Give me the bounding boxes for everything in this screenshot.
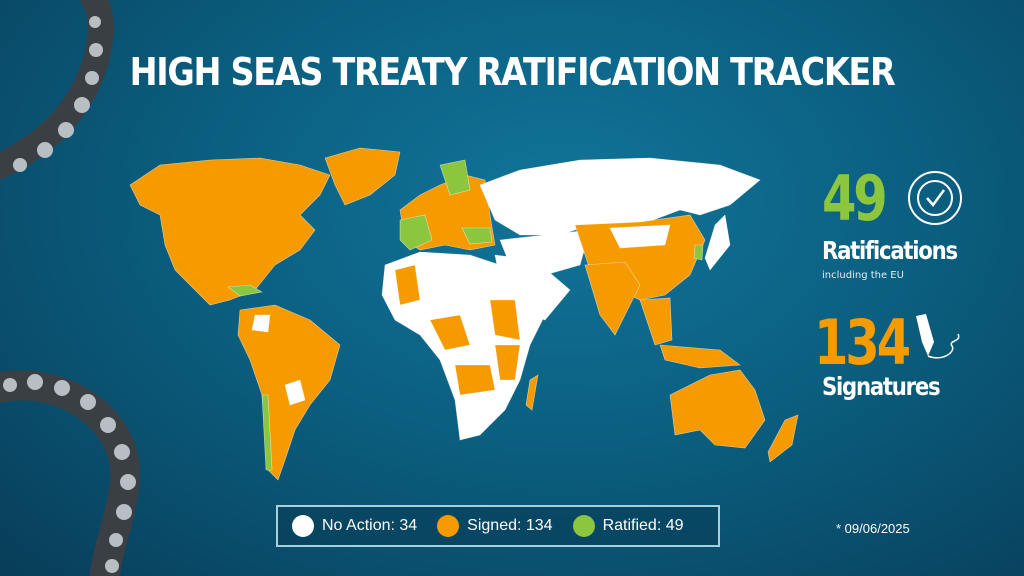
octopus-tentacle-bottom (0, 370, 141, 576)
suckers-top (13, 16, 103, 172)
ratifications-note: including the EU (822, 270, 904, 281)
region-caribbean (227, 284, 263, 297)
region-korea (693, 244, 704, 261)
signatures-count: 134 (814, 306, 911, 379)
map-legend: No Action: 34 Signed: 134 Ratified: 49 (276, 505, 720, 547)
legend-swatch-no-action (292, 515, 314, 537)
region-australia (669, 369, 766, 449)
legend-swatch-signed (437, 515, 460, 537)
legend-label-ratified: Ratified: 49 (602, 517, 684, 534)
fountain-pen-icon (916, 314, 960, 359)
region-bolivia (284, 379, 306, 406)
region-colombia (251, 314, 271, 333)
ratifications-label: Ratifications (822, 236, 958, 265)
legend-label-signed: Signed: 134 (467, 517, 553, 534)
legend-swatch-ratified (572, 515, 595, 537)
legend-label-no-action: No Action: 34 (322, 517, 418, 534)
region-mongolia (609, 224, 671, 249)
region-russia (479, 157, 761, 236)
region-africa-signed (394, 264, 539, 411)
region-southeast-asia (639, 297, 741, 369)
check-seal-icon (908, 171, 962, 225)
region-india (584, 261, 641, 336)
octopus-tentacle-top (0, 0, 114, 180)
region-north-america (129, 157, 331, 306)
region-new-zealand (767, 414, 799, 463)
ratifications-count: 49 (822, 162, 888, 235)
date-note: * 09/06/2025 (836, 521, 910, 536)
region-japan (704, 214, 731, 271)
page-title: HIGH SEAS TREATY RATIFICATION TRACKER (129, 50, 896, 94)
region-chile (261, 394, 273, 471)
suckers-bottom (3, 374, 136, 573)
region-greenland (324, 147, 401, 206)
signatures-label: Signatures (822, 372, 941, 401)
region-europe-ratified (399, 159, 493, 251)
ratifications-stat: 49 (822, 168, 900, 230)
